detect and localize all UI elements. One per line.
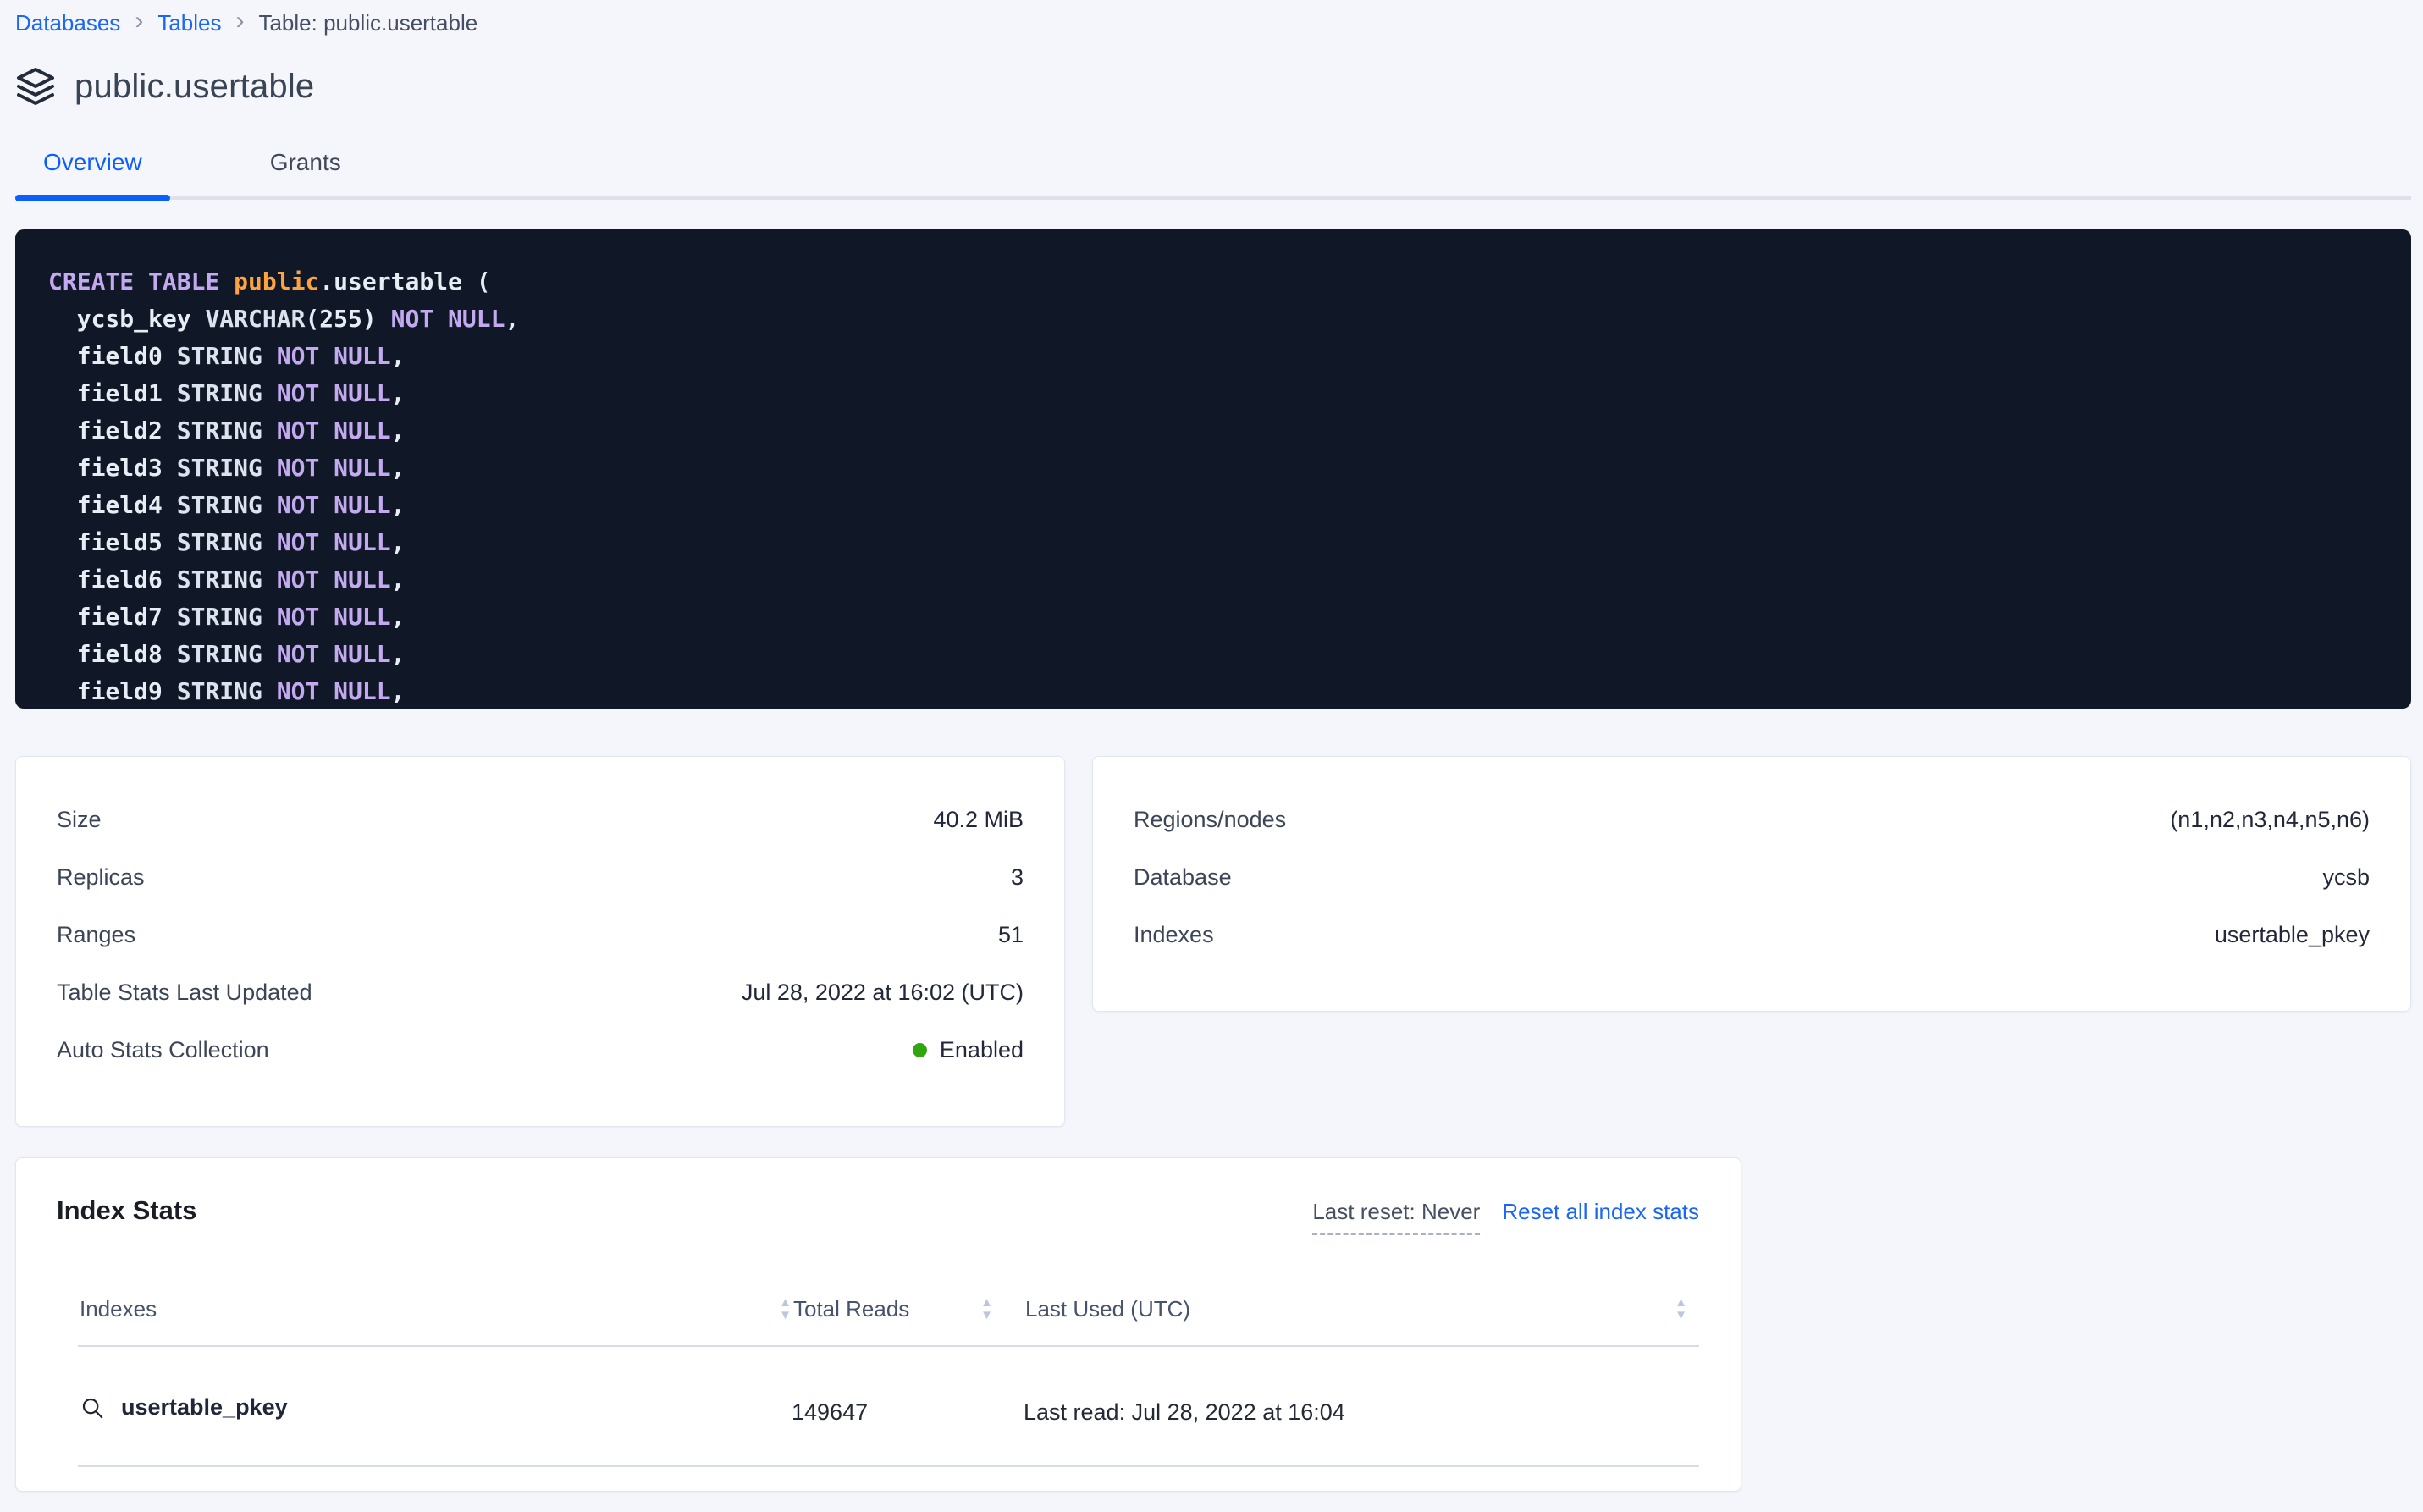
magnifier-icon xyxy=(80,1395,105,1421)
column-header-last-used[interactable]: Last Used (UTC) ▲ ▼ xyxy=(1024,1296,1699,1322)
sql-code: CREATE TABLE public.usertable ( ycsb_key… xyxy=(48,268,520,705)
stat-label: Table Stats Last Updated xyxy=(57,979,312,1005)
index-stats-table-header: Indexes ▲ ▼ Total Reads ▲ ▼ Last Used (UTC… xyxy=(78,1272,1699,1347)
column-header-total-reads[interactable]: Total Reads ▲ ▼ xyxy=(792,1296,1024,1322)
index-stats-reset-area: Last reset: Never Reset all index stats xyxy=(1312,1195,1699,1235)
stat-value: Jul 28, 2022 at 16:02 (UTC) xyxy=(741,979,1024,1005)
stat-label: Auto Stats Collection xyxy=(57,1036,269,1062)
last-reset-label[interactable]: Last reset: Never xyxy=(1312,1199,1481,1235)
table-metadata-card: Regions/nodes (n1,n2,n3,n4,n5,n6) Databa… xyxy=(1092,756,2411,1012)
stat-value: ycsb xyxy=(2322,864,2370,890)
stat-label: Regions/nodes xyxy=(1134,806,1287,832)
column-header-indexes[interactable]: Indexes ▲ ▼ xyxy=(78,1296,792,1322)
stat-row-ranges: Ranges 51 xyxy=(57,906,1024,963)
tab-bar: Overview Grants xyxy=(15,137,2411,201)
tab-grants[interactable]: Grants xyxy=(248,137,363,196)
stat-label: Database xyxy=(1134,864,1232,890)
index-stats-card: Index Stats Last reset: Never Reset all … xyxy=(15,1157,1741,1492)
status-text: Enabled xyxy=(939,1036,1024,1062)
stat-value: 51 xyxy=(997,921,1024,947)
index-stats-header: Index Stats Last reset: Never Reset all … xyxy=(16,1158,1741,1235)
tab-grants-label: Grants xyxy=(269,149,341,175)
stat-value: usertable_pkey xyxy=(2214,921,2370,947)
column-header-label: Total Reads xyxy=(793,1295,910,1322)
chevron-right-icon: › xyxy=(235,7,245,35)
stat-row-size: Size 40.2 MiB xyxy=(57,791,1024,848)
index-name: usertable_pkey xyxy=(121,1394,288,1420)
page-header: public.usertable xyxy=(15,61,2411,112)
total-reads-value: 149647 xyxy=(792,1399,869,1425)
breadcrumb-link-databases[interactable]: Databases xyxy=(15,9,121,36)
breadcrumb: Databases › Tables › Table: public.usert… xyxy=(15,7,2411,39)
sort-icon[interactable]: ▲ ▼ xyxy=(980,1294,993,1322)
table-row-usertable-pkey[interactable]: usertable_pkey 149647 Last read: Jul 28,… xyxy=(78,1347,1699,1467)
stat-row-replicas: Replicas 3 xyxy=(57,848,1024,906)
page-title: public.usertable xyxy=(75,67,315,105)
index-name-cell[interactable]: usertable_pkey xyxy=(78,1394,792,1421)
reset-all-index-stats-link[interactable]: Reset all index stats xyxy=(1502,1199,1699,1224)
stat-row-database: Database ycsb xyxy=(1134,848,2370,906)
stat-label: Indexes xyxy=(1134,921,1214,947)
layers-icon xyxy=(15,66,56,107)
breadcrumb-current-page: Table: public.usertable xyxy=(258,9,478,36)
stat-label: Size xyxy=(57,806,102,832)
summary-cards-row: Size 40.2 MiB Replicas 3 Ranges 51 Table… xyxy=(15,756,2411,1127)
chevron-right-icon: › xyxy=(135,7,144,35)
stat-value: 40.2 MiB xyxy=(933,806,1024,832)
sort-icon[interactable]: ▲ ▼ xyxy=(779,1294,792,1322)
index-stats-title: Index Stats xyxy=(57,1195,197,1225)
sort-icon[interactable]: ▲ ▼ xyxy=(1675,1294,1687,1322)
stat-row-stats-updated: Table Stats Last Updated Jul 28, 2022 at… xyxy=(57,963,1024,1021)
stat-label: Ranges xyxy=(57,921,136,947)
stat-row-indexes: Indexes usertable_pkey xyxy=(1134,906,2370,963)
stat-value: 3 xyxy=(1010,864,1024,890)
stat-value: Enabled xyxy=(912,1036,1024,1063)
status-enabled-dot-icon xyxy=(912,1042,927,1057)
stat-row-auto-stats: Auto Stats Collection Enabled xyxy=(57,1021,1024,1079)
table-details-card: Size 40.2 MiB Replicas 3 Ranges 51 Table… xyxy=(15,756,1065,1127)
column-header-label: Last Used (UTC) xyxy=(1025,1295,1191,1322)
index-stats-table: Indexes ▲ ▼ Total Reads ▲ ▼ Last Used (UTC… xyxy=(78,1272,1699,1467)
breadcrumb-link-tables[interactable]: Tables xyxy=(157,9,222,36)
last-used-value: Last read: Jul 28, 2022 at 16:04 xyxy=(1024,1399,1345,1425)
tab-overview[interactable]: Overview xyxy=(15,137,170,201)
stat-value: (n1,n2,n3,n4,n5,n6) xyxy=(2170,806,2370,832)
create-table-statement: CREATE TABLE public.usertable ( ycsb_key… xyxy=(15,229,2411,709)
stat-row-regions-nodes: Regions/nodes (n1,n2,n3,n4,n5,n6) xyxy=(1134,791,2370,848)
column-header-label: Indexes xyxy=(80,1295,157,1322)
tab-overview-label: Overview xyxy=(43,149,142,175)
stat-label: Replicas xyxy=(57,864,145,890)
